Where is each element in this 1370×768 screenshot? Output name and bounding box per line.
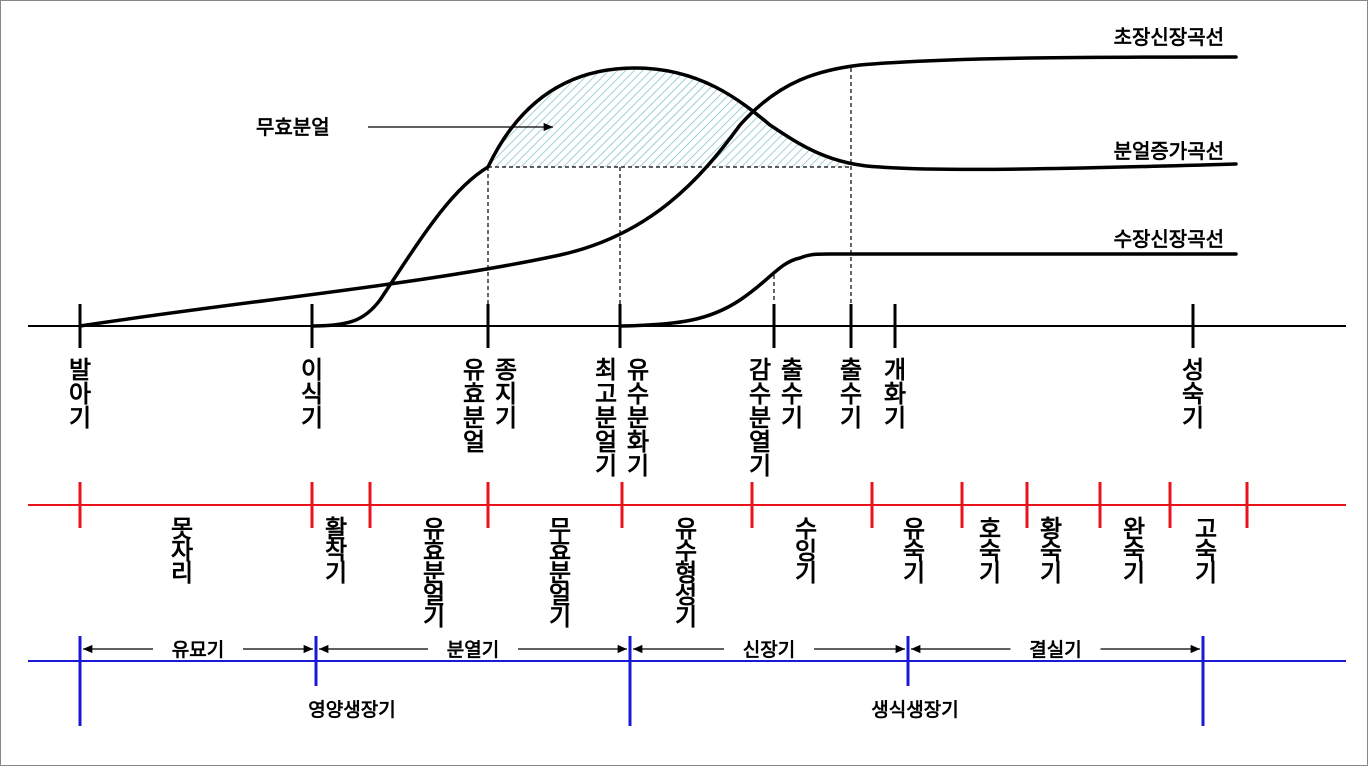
period-span-label: 유묘기 bbox=[172, 639, 224, 661]
main-axis-ticks bbox=[78, 304, 1195, 348]
stem-elongation-label: 초장신장곡선 bbox=[1114, 25, 1224, 49]
period-span-label: 결실기 bbox=[1029, 639, 1081, 661]
period-axis-ticks bbox=[78, 636, 1205, 726]
reproductive-phase-label: 생식생장기 bbox=[871, 699, 958, 721]
stem-elongation-curve bbox=[78, 55, 1238, 328]
period-span-label: 분열기 bbox=[447, 639, 499, 661]
period-span-label: 신장기 bbox=[743, 639, 795, 661]
period-span: 유묘기 bbox=[83, 639, 313, 661]
period-span: 신장기 bbox=[633, 639, 905, 661]
period-span: 분열기 bbox=[319, 639, 627, 661]
period-span: 결실기 bbox=[911, 639, 1200, 661]
panicle-elongation-curve bbox=[618, 252, 1238, 328]
main-axis-labels: 발 아 기 이 식 기 유 효 분 얼 종 지 기 최 고 분 얼 기 유 수 분 화 기 감 수 분 열 기 출 수 기 출 수 기 개 화 기 성 숙 기 bbox=[69, 356, 1204, 480]
tiller-increase-label: 분얼증가곡선 bbox=[1114, 139, 1224, 163]
ineffective-tillering-area bbox=[488, 68, 851, 167]
vegetative-phase-label: 영양생장기 bbox=[308, 699, 395, 721]
ineffective-tillering-label: 무효분얼 bbox=[256, 115, 330, 139]
panicle-elongation-label: 수장신장곡선 bbox=[1114, 227, 1224, 251]
tiller-increase-curve bbox=[310, 66, 1238, 328]
period-spans: 유묘기 분열기 신장기 결실기 bbox=[83, 639, 1200, 661]
stage-axis-labels: 못 자 리 활 착 기 유 효 분 얼 기 무 효 분 얼 기 유 수 형 성 기 수 잉 기 유 숙 기 호 숙 기 황 숙 기 완 숙 기 고 숙 기 bbox=[171, 515, 1217, 631]
stage-axis-ticks bbox=[78, 482, 1249, 528]
dashed-guides bbox=[487, 68, 852, 326]
